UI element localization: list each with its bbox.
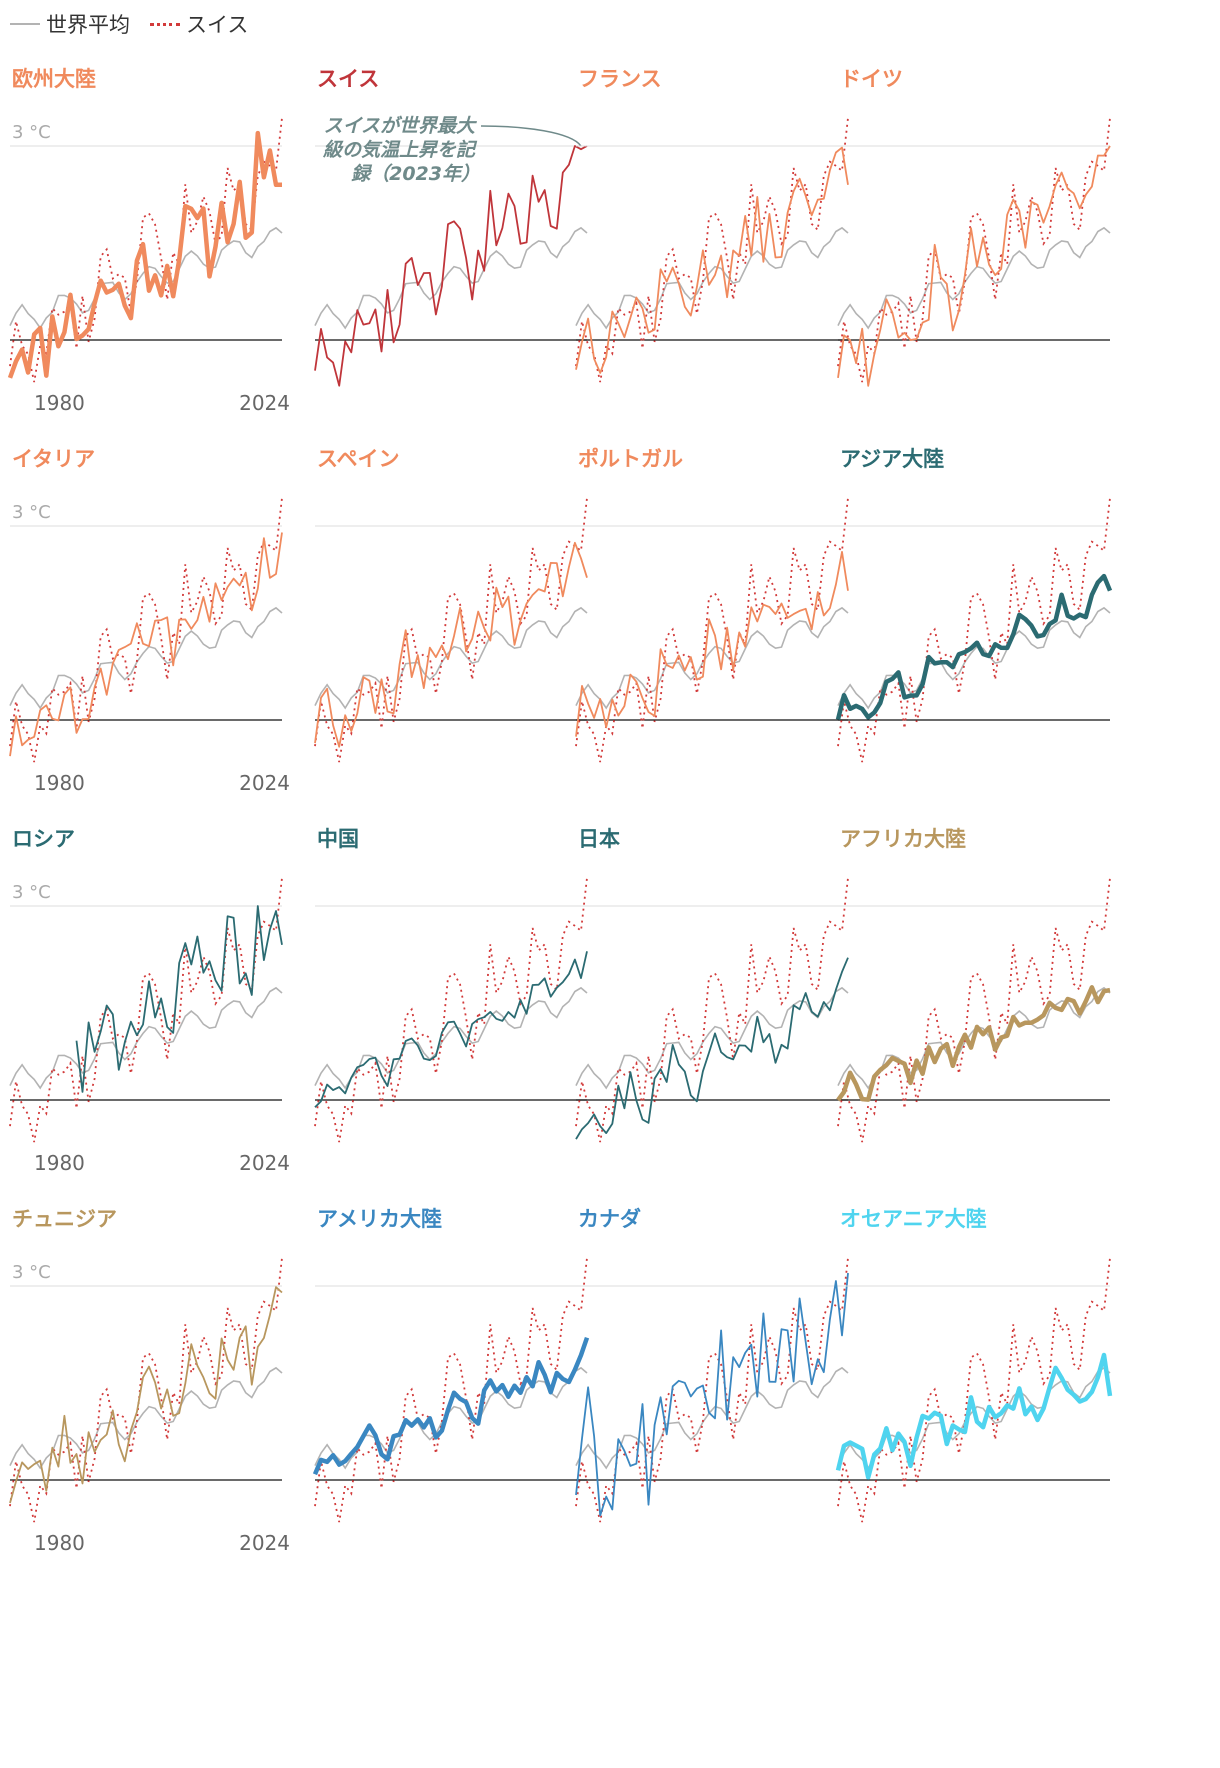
panel-チュニジア: チュニジア 3 °C 1980 2024 xyxy=(9,1207,290,1555)
world-average-line xyxy=(575,606,849,710)
swiss-legend-swatch xyxy=(150,22,180,26)
x-tick-label-start: 1980 xyxy=(34,391,85,415)
swiss-dotted-line xyxy=(837,497,1111,763)
swiss-dotted-line xyxy=(9,497,283,763)
panel-title: アメリカ大陸 xyxy=(317,1207,442,1231)
panel-フランス: フランス xyxy=(575,67,849,383)
world-average-line xyxy=(314,986,588,1090)
world-average-line xyxy=(314,226,588,330)
panel-title: 欧州大陸 xyxy=(12,67,96,91)
series-line xyxy=(312,1336,590,1476)
swiss-dotted-line xyxy=(575,497,849,763)
x-tick-label-end: 2024 xyxy=(239,1531,290,1555)
annotation-leader xyxy=(480,125,582,147)
panel-欧州大陸: 欧州大陸 3 °C 1980 2024 xyxy=(7,67,290,415)
panel-アジア大陸: アジア大陸 xyxy=(835,447,1113,763)
panel-カナダ: カナダ xyxy=(575,1207,849,1523)
y-tick-label: 3 °C xyxy=(12,502,51,523)
series-line xyxy=(575,957,849,1140)
legend: 世界平均 スイス xyxy=(10,12,249,37)
swiss-dotted-line xyxy=(314,877,588,1143)
panel-title: ポルトガル xyxy=(578,447,683,471)
panel-title: アフリカ大陸 xyxy=(840,827,966,851)
series-line xyxy=(9,532,283,757)
panel-中国: 中国 xyxy=(314,827,588,1143)
panel-title: オセアニア大陸 xyxy=(840,1207,987,1231)
swiss-dotted-line xyxy=(314,1257,588,1523)
panel-title: フランス xyxy=(578,67,662,91)
x-tick-label-start: 1980 xyxy=(34,1531,85,1555)
swiss-legend-label: スイス xyxy=(186,13,249,37)
world-average-line xyxy=(314,606,588,710)
series-line xyxy=(836,985,1111,1102)
panel-ドイツ: ドイツ xyxy=(837,67,1111,387)
annotation-text: 級の気温上昇を記 xyxy=(322,139,478,161)
panel-ロシア: ロシア 3 °C 1980 2024 xyxy=(9,827,290,1175)
swiss-dotted-line xyxy=(575,877,849,1143)
world-average-line xyxy=(837,226,1111,330)
panel-イタリア: イタリア 3 °C 1980 2024 xyxy=(9,447,290,795)
series-line xyxy=(575,1273,849,1517)
world-average-line xyxy=(9,1366,283,1470)
panel-スペイン: スペイン xyxy=(314,447,588,763)
panel-title: ドイツ xyxy=(840,67,903,91)
y-tick-label: 3 °C xyxy=(12,1262,51,1283)
series-line xyxy=(314,541,588,748)
x-tick-label-end: 2024 xyxy=(239,1151,290,1175)
y-tick-label: 3 °C xyxy=(12,122,51,143)
series-line xyxy=(7,130,282,379)
swiss-dotted-line xyxy=(575,117,849,383)
panel-title: 日本 xyxy=(578,827,620,851)
series-line xyxy=(75,905,283,1093)
series-line xyxy=(575,146,849,374)
panel-title: 中国 xyxy=(317,827,359,851)
series-line xyxy=(9,1286,283,1504)
world-average-line xyxy=(575,226,849,330)
swiss-dotted-line xyxy=(314,497,588,763)
swiss-dotted-line xyxy=(9,1257,283,1523)
world-average-line xyxy=(9,986,283,1090)
panel-オセアニア大陸: オセアニア大陸 xyxy=(835,1207,1113,1523)
panel-ポルトガル: ポルトガル xyxy=(575,447,849,763)
panel-日本: 日本 xyxy=(575,827,849,1143)
panel-title: ロシア xyxy=(12,827,75,851)
panel-title: カナダ xyxy=(578,1207,641,1231)
swiss-dotted-line xyxy=(837,877,1111,1143)
x-tick-label-start: 1980 xyxy=(34,1151,85,1175)
swiss-dotted-line xyxy=(575,1257,849,1523)
y-tick-label: 3 °C xyxy=(12,882,51,903)
annotation-text: スイスが世界最大 xyxy=(324,115,477,137)
world-average-legend-label: 世界平均 xyxy=(46,13,130,37)
panel-title: イタリア xyxy=(12,447,95,471)
series-line xyxy=(835,573,1113,721)
swiss-dotted-line xyxy=(9,877,283,1143)
series-line xyxy=(575,551,849,737)
series-line xyxy=(835,1352,1113,1480)
panel-title: アジア大陸 xyxy=(840,447,944,471)
x-tick-label-start: 1980 xyxy=(34,771,85,795)
annotation-text: 録（2023年） xyxy=(351,163,480,185)
series-line xyxy=(837,145,1111,387)
world-average-line xyxy=(837,606,1111,710)
world-average-legend-swatch xyxy=(10,23,40,25)
panel-title: スペイン xyxy=(317,447,400,471)
x-tick-label-end: 2024 xyxy=(239,771,290,795)
panel-アメリカ大陸: アメリカ大陸 xyxy=(312,1207,590,1523)
world-average-line xyxy=(575,986,849,1090)
panel-アフリカ大陸: アフリカ大陸 xyxy=(836,827,1111,1143)
series-line xyxy=(314,951,588,1108)
x-tick-label-end: 2024 xyxy=(239,391,290,415)
panel-title: スイス xyxy=(317,67,379,91)
world-average-line xyxy=(9,606,283,710)
panel-title: チュニジア xyxy=(12,1207,117,1231)
series-line xyxy=(314,145,588,387)
